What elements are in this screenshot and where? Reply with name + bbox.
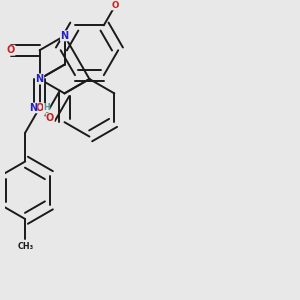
Text: O: O xyxy=(112,1,119,10)
Text: N: N xyxy=(29,103,37,113)
Text: O: O xyxy=(46,113,54,123)
Text: O: O xyxy=(35,103,44,113)
Text: N: N xyxy=(60,31,69,41)
Text: H: H xyxy=(43,103,50,112)
Text: N: N xyxy=(35,74,44,84)
Text: CH₃: CH₃ xyxy=(17,242,33,251)
Text: O: O xyxy=(7,45,15,55)
